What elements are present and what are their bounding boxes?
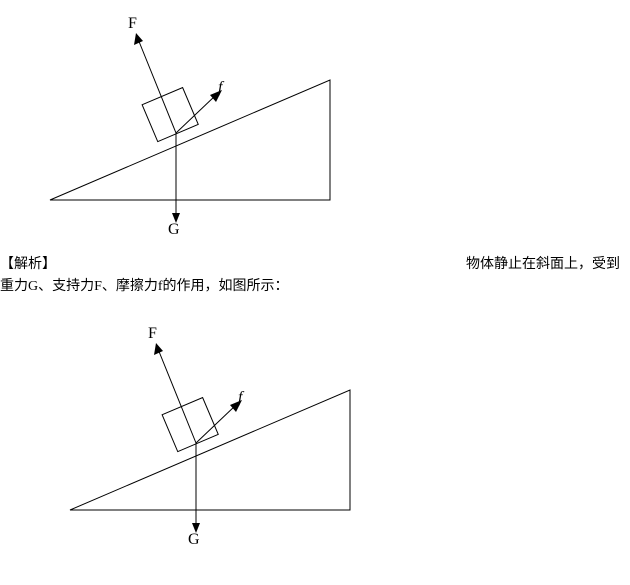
label-G-1: G [168, 221, 180, 239]
diagram-svg-2 [40, 315, 380, 555]
analysis-heading-row: 【解析】 物体静止在斜面上，受到 [0, 251, 630, 275]
label-f-1: f [218, 79, 222, 97]
analysis-line1: 重力G、支持力F、摩擦力f的作用，如图所示： [0, 273, 630, 297]
analysis-left: 重力G、支持力F、摩擦力f的作用，如图所示： [0, 275, 289, 295]
label-F-2: F [148, 325, 157, 343]
label-G-2: G [188, 531, 200, 549]
analysis-right: 物体静止在斜面上，受到 [466, 253, 630, 273]
force-diagram-2: F f G [40, 315, 630, 555]
diagram-svg-1 [20, 5, 360, 245]
label-f-2: f [238, 389, 242, 407]
analysis-heading: 【解析】 [0, 253, 56, 273]
label-F-1: F [128, 15, 137, 33]
force-diagram-1: F f G [20, 5, 630, 245]
